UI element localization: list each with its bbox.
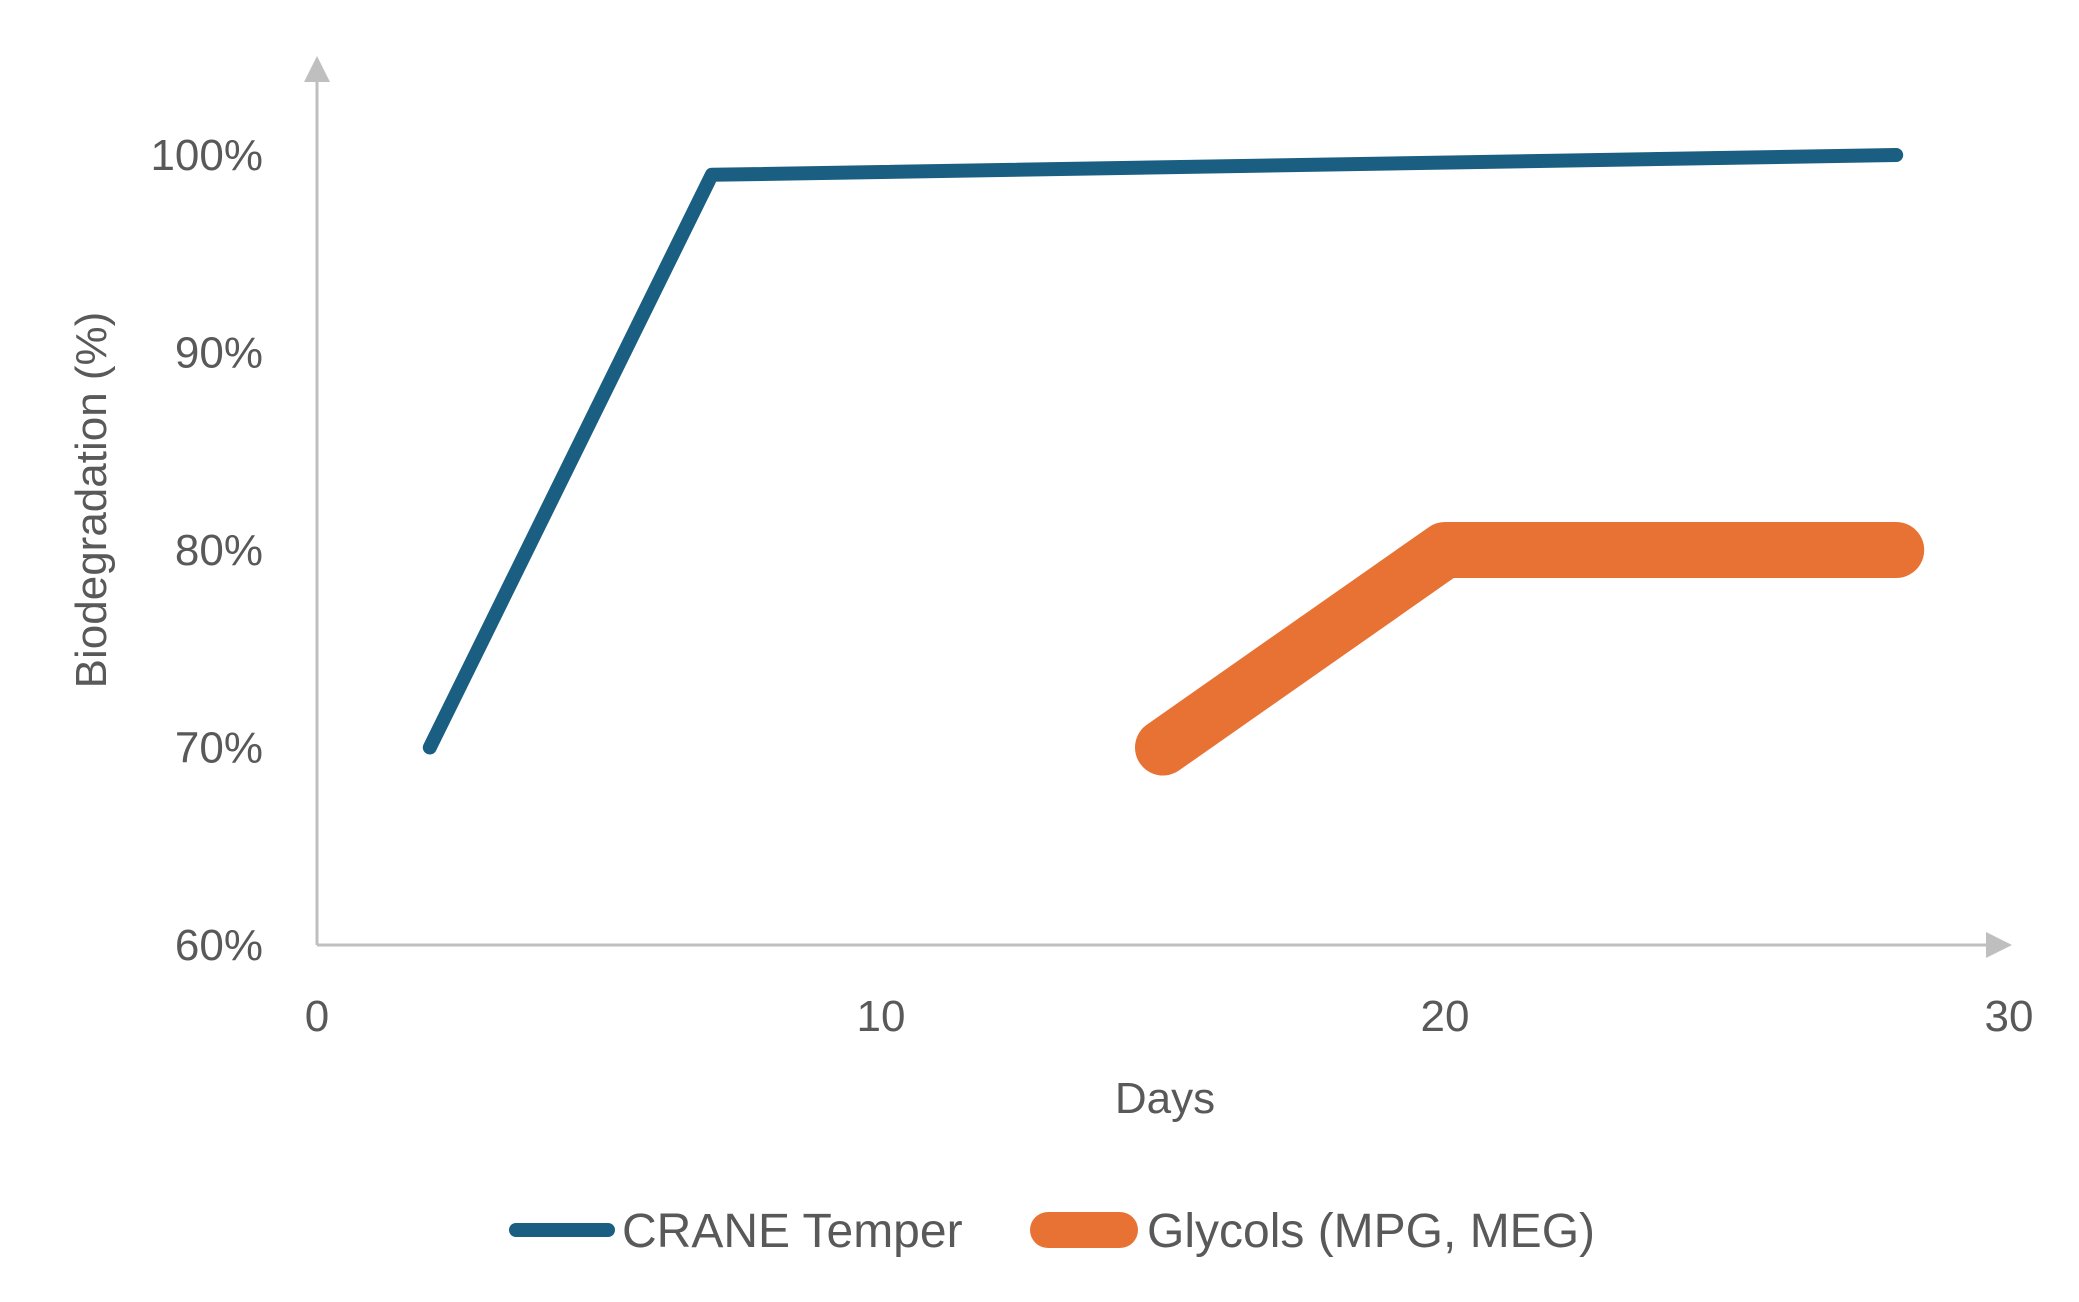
y-tick-label: 70% [175,724,263,773]
y-tick-label: 60% [175,921,263,970]
series-line-1 [422,148,1904,755]
legend: CRANE Temper Glycols (MPG, MEG) [509,1205,1595,1258]
x-tick-label: 20 [1421,992,1470,1041]
series-lines [422,148,1925,776]
y-tick-label: 80% [175,526,263,575]
axes [304,56,2012,958]
tick-labels: 0 10 20 30 60% 70% 80% 90% 100% [150,131,2033,1041]
x-axis-arrow [1986,932,2012,958]
y-axis-title: Biodegradation (%) [67,312,116,689]
x-axis-title: Days [1115,1074,1215,1123]
legend-label-1: CRANE Temper [622,1205,963,1258]
y-tick-label: 100% [150,131,263,180]
axis-titles: Days Biodegradation (%) [67,312,1215,1123]
y-tick-label: 90% [175,329,263,378]
y-axis-arrow [304,56,330,82]
x-tick-label: 0 [305,992,329,1041]
x-tick-label: 30 [1985,992,2034,1041]
series-line-2 [1135,522,1925,776]
legend-label-2: Glycols (MPG, MEG) [1147,1205,1595,1258]
x-tick-label: 10 [857,992,906,1041]
